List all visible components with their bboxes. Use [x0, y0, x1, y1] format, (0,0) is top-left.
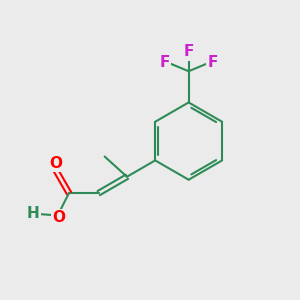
Text: F: F [207, 55, 218, 70]
Text: O: O [49, 156, 62, 171]
Text: O: O [53, 210, 66, 225]
Text: H: H [27, 206, 40, 221]
Text: F: F [160, 55, 170, 70]
Text: F: F [184, 44, 194, 59]
